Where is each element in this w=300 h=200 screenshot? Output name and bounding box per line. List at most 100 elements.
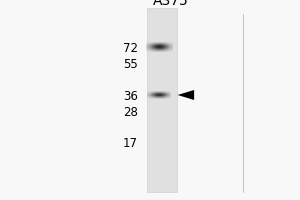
- Bar: [159, 42, 160, 43]
- Bar: [161, 45, 162, 46]
- Bar: [170, 48, 171, 49]
- Bar: [165, 42, 166, 43]
- Bar: [154, 49, 155, 50]
- Bar: [169, 43, 170, 44]
- Bar: [156, 44, 157, 45]
- Bar: [168, 49, 169, 50]
- Bar: [163, 43, 164, 44]
- Bar: [156, 47, 157, 48]
- Bar: [160, 44, 161, 45]
- Bar: [155, 46, 156, 47]
- Bar: [150, 46, 151, 47]
- Bar: [166, 51, 167, 52]
- Bar: [164, 50, 165, 51]
- Bar: [156, 45, 157, 46]
- Bar: [148, 46, 149, 47]
- Bar: [150, 50, 151, 51]
- Bar: [151, 45, 152, 46]
- Bar: [167, 42, 168, 43]
- Bar: [170, 46, 171, 47]
- Bar: [158, 46, 159, 47]
- Bar: [157, 42, 158, 43]
- Bar: [161, 44, 162, 45]
- Text: 28: 28: [123, 106, 138, 119]
- Bar: [158, 43, 159, 44]
- Bar: [171, 47, 172, 48]
- Bar: [170, 42, 171, 43]
- Bar: [168, 48, 169, 49]
- Bar: [151, 43, 152, 44]
- Bar: [164, 42, 165, 43]
- Bar: [159, 49, 160, 50]
- Bar: [148, 45, 149, 46]
- Bar: [167, 48, 168, 49]
- Bar: [148, 43, 149, 44]
- Bar: [163, 49, 164, 50]
- Bar: [168, 44, 169, 45]
- Bar: [153, 50, 154, 51]
- Bar: [148, 49, 149, 50]
- Bar: [153, 47, 154, 48]
- Bar: [169, 47, 170, 48]
- Bar: [158, 48, 159, 49]
- Bar: [169, 46, 170, 47]
- Bar: [162, 42, 163, 43]
- Bar: [151, 44, 152, 45]
- Bar: [166, 50, 167, 51]
- Bar: [151, 48, 152, 49]
- Bar: [163, 42, 164, 43]
- Bar: [162, 51, 163, 52]
- Bar: [152, 47, 153, 48]
- Bar: [157, 43, 158, 44]
- Bar: [157, 46, 158, 47]
- Bar: [160, 42, 161, 43]
- Bar: [163, 50, 164, 51]
- Bar: [163, 44, 164, 45]
- Text: 55: 55: [123, 58, 138, 71]
- Bar: [154, 48, 155, 49]
- Bar: [162, 46, 163, 47]
- Bar: [166, 43, 167, 44]
- Bar: [158, 45, 159, 46]
- Bar: [155, 44, 156, 45]
- Bar: [155, 49, 156, 50]
- Polygon shape: [178, 90, 194, 100]
- Bar: [157, 51, 158, 52]
- Bar: [161, 48, 162, 49]
- Bar: [147, 8, 177, 192]
- Bar: [150, 44, 151, 45]
- Bar: [170, 49, 171, 50]
- Bar: [152, 46, 153, 47]
- Bar: [148, 44, 149, 45]
- Bar: [148, 50, 149, 51]
- Bar: [159, 47, 160, 48]
- Bar: [159, 44, 160, 45]
- Bar: [148, 51, 149, 52]
- Bar: [159, 46, 160, 47]
- Bar: [147, 48, 148, 49]
- Bar: [168, 47, 169, 48]
- Bar: [150, 45, 151, 46]
- Bar: [162, 44, 163, 45]
- Bar: [170, 50, 171, 51]
- Bar: [171, 43, 172, 44]
- Bar: [151, 50, 152, 51]
- Bar: [168, 42, 169, 43]
- Bar: [158, 49, 159, 50]
- Bar: [168, 50, 169, 51]
- Bar: [161, 42, 162, 43]
- Bar: [170, 45, 171, 46]
- Bar: [169, 42, 170, 43]
- Bar: [148, 47, 149, 48]
- Bar: [153, 48, 154, 49]
- Bar: [170, 44, 171, 45]
- Bar: [161, 49, 162, 50]
- Bar: [151, 47, 152, 48]
- Bar: [146, 42, 147, 43]
- Bar: [154, 43, 155, 44]
- Bar: [163, 45, 164, 46]
- Bar: [166, 42, 167, 43]
- Bar: [153, 42, 154, 43]
- Bar: [152, 51, 153, 52]
- Bar: [171, 51, 172, 52]
